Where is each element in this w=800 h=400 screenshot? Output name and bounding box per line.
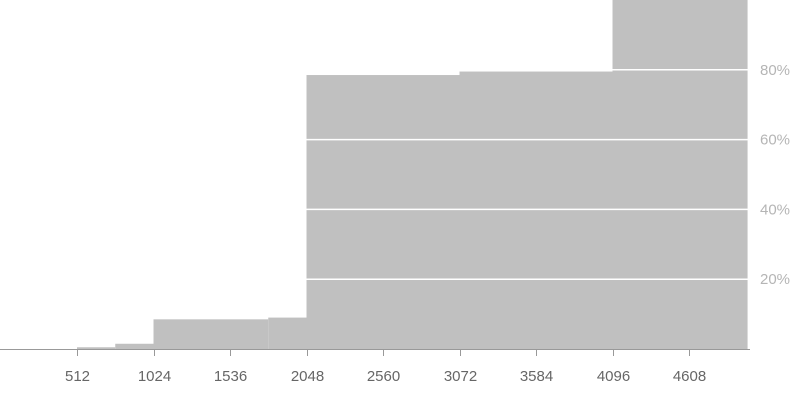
x-tick-label-1024: 1024	[138, 368, 171, 385]
x-tick-label-4608: 4608	[673, 368, 706, 385]
x-tick-label-512: 512	[65, 368, 90, 385]
gridlines	[0, 69, 750, 280]
x-tick-label-4096: 4096	[597, 368, 630, 385]
x-tick-label-3584: 3584	[520, 368, 553, 385]
step-bar-5	[459, 71, 613, 350]
x-axis-ticks: 512 1024 1536 2048 2560 3072 3584 4096 4608	[65, 349, 706, 385]
x-tick-label-1536: 1536	[214, 368, 247, 385]
step-bar-3	[268, 317, 307, 349]
y-tick-label-60: 60%	[760, 132, 790, 149]
y-tick-label-80: 80%	[760, 62, 790, 79]
steps-layer	[77, 0, 748, 350]
y-axis-ticks: 20% 40% 60% 80%	[760, 62, 790, 288]
x-tick-label-2048: 2048	[291, 368, 324, 385]
step-bar-0	[77, 347, 116, 349]
step-bar-4	[306, 75, 460, 349]
step-bar-6	[612, 0, 748, 349]
step-bar-2	[153, 319, 269, 349]
x-tick-label-3072: 3072	[444, 368, 477, 385]
step-bar-1	[115, 343, 154, 349]
x-tick-label-2560: 2560	[367, 368, 400, 385]
y-tick-label-40: 40%	[760, 201, 790, 218]
y-tick-label-20: 20%	[760, 271, 790, 288]
